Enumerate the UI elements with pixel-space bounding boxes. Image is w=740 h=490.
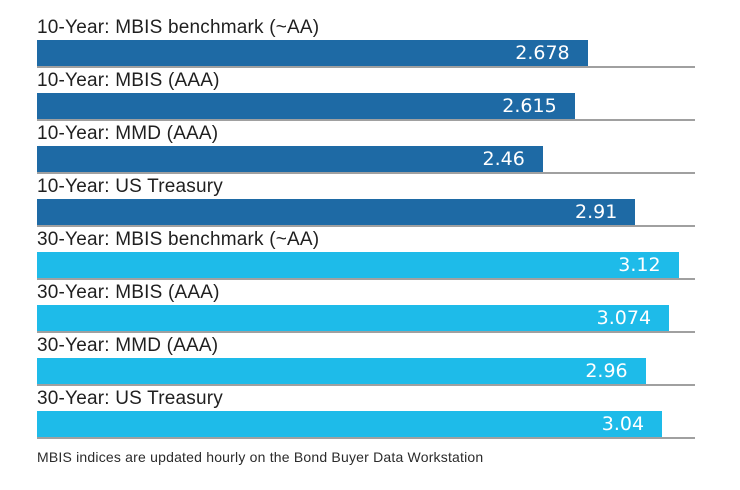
bar-row: 10-Year: US Treasury 2.91 bbox=[37, 176, 695, 227]
bar-value-label: 2.46 bbox=[482, 148, 525, 170]
bar-value-label: 3.074 bbox=[596, 307, 652, 329]
bar: 2.96 bbox=[37, 358, 646, 384]
bar-label: 10-Year: US Treasury bbox=[37, 176, 223, 197]
bar-track: 3.074 bbox=[37, 305, 695, 333]
bar-track: 3.12 bbox=[37, 252, 695, 280]
bar: 2.615 bbox=[37, 93, 575, 119]
bar: 3.04 bbox=[37, 411, 663, 437]
bar-row: 30-Year: MBIS (AAA) 3.074 bbox=[37, 282, 695, 333]
bar: 2.91 bbox=[37, 199, 636, 225]
bar-value-label: 2.96 bbox=[585, 360, 628, 382]
bar: 2.678 bbox=[37, 40, 588, 66]
bar-value-label: 2.91 bbox=[575, 201, 618, 223]
bar-row: 10-Year: MBIS (AAA) 2.615 bbox=[37, 70, 695, 121]
bar: 2.46 bbox=[37, 146, 543, 172]
bar-track: 2.678 bbox=[37, 40, 695, 68]
bar-label: 10-Year: MMD (AAA) bbox=[37, 123, 219, 144]
bar-value-label: 3.12 bbox=[618, 254, 661, 276]
bar-row: 30-Year: MMD (AAA) 2.96 bbox=[37, 335, 695, 386]
bar-track: 2.46 bbox=[37, 146, 695, 174]
chart-footnote: MBIS indices are updated hourly on the B… bbox=[37, 449, 484, 465]
bar-label: 30-Year: MMD (AAA) bbox=[37, 335, 219, 356]
bar-row: 10-Year: MBIS benchmark (~AA) 2.678 bbox=[37, 17, 695, 68]
bar-value-label: 2.615 bbox=[502, 95, 557, 117]
bar-value-label: 2.678 bbox=[515, 42, 570, 64]
bar-label: 30-Year: US Treasury bbox=[37, 388, 223, 409]
bar-track: 2.615 bbox=[37, 93, 695, 121]
bar-row: 10-Year: MMD (AAA) 2.46 bbox=[37, 123, 695, 174]
bar-track: 2.96 bbox=[37, 358, 695, 386]
bar-label: 30-Year: MBIS (AAA) bbox=[37, 282, 220, 303]
bar-row: 30-Year: US Treasury 3.04 bbox=[37, 388, 695, 439]
bar-value-label: 3.04 bbox=[601, 413, 645, 435]
bar: 3.12 bbox=[37, 252, 679, 278]
bar-row: 30-Year: MBIS benchmark (~AA) 3.12 bbox=[37, 229, 695, 280]
bar-label: 10-Year: MBIS benchmark (~AA) bbox=[37, 17, 320, 38]
bar-track: 3.04 bbox=[37, 411, 695, 439]
bar-label: 30-Year: MBIS benchmark (~AA) bbox=[37, 229, 320, 250]
bar-label: 10-Year: MBIS (AAA) bbox=[37, 70, 220, 91]
bar-track: 2.91 bbox=[37, 199, 695, 227]
bar: 3.074 bbox=[37, 305, 670, 331]
